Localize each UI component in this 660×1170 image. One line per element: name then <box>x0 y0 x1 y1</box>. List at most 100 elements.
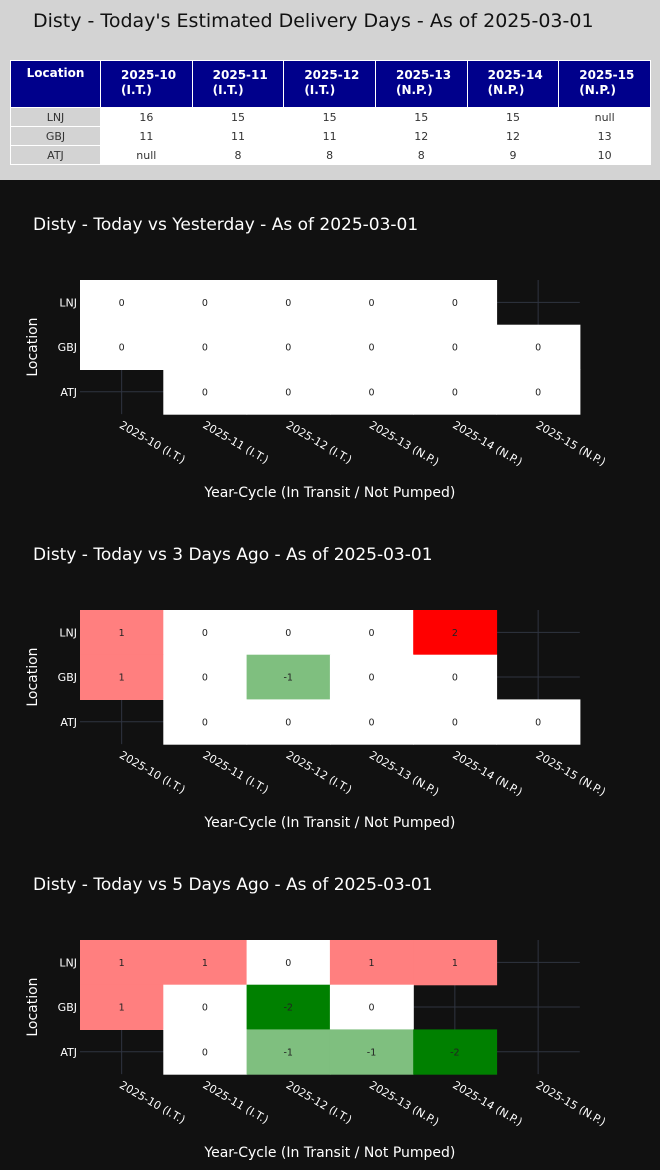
heatmap-cell <box>80 610 164 656</box>
table-cell: 8 <box>191 145 285 165</box>
cell-value-label: 0 <box>202 673 208 684</box>
heatmap-cell <box>246 984 331 1030</box>
column-header: 2025-15 (N.P.) <box>558 60 651 108</box>
table-row: ATJ null 8 8 8 9 10 <box>10 145 651 165</box>
x-tick-label: 2025-15 (N.P.) <box>534 748 608 798</box>
heatmap-cell <box>163 654 248 700</box>
x-tick-label: 2025-12 (I.T.) <box>284 418 354 466</box>
table-cell: 8 <box>283 145 376 165</box>
heatmap-cell <box>163 324 248 370</box>
chart-title: Disty - Today vs 3 Days Ago - As of 2025… <box>33 545 433 565</box>
x-tick-label: 2025-10 (I.T.) <box>117 418 187 466</box>
heatmap-cell <box>163 369 248 415</box>
heatmap-cell <box>496 699 581 745</box>
table-cell: 16 <box>100 107 193 127</box>
y-tick-label: GBJ <box>58 671 77 684</box>
heatmap-today-vs-3-days-ago: Disty - Today vs 3 Days Ago - As of 2025… <box>25 545 608 831</box>
column-header: 2025-14 (N.P.) <box>466 60 560 108</box>
y-tick-label: GBJ <box>58 341 77 354</box>
heatmap-cell <box>163 699 248 745</box>
heatmap-cell <box>413 324 498 370</box>
heatmap-cell <box>163 1029 248 1075</box>
x-tick-label: 2025-11 (I.T.) <box>200 418 270 466</box>
cell-value-label: 0 <box>535 343 541 354</box>
cell-value-label: 0 <box>369 298 375 309</box>
table-cell: 12 <box>374 126 468 146</box>
heatmap-cell <box>329 654 414 700</box>
cell-value-label: 0 <box>369 717 375 728</box>
table-cell: null <box>558 107 651 127</box>
x-tick-label: 2025-13 (N.P.) <box>367 418 441 468</box>
table-cell: 13 <box>558 126 651 146</box>
x-tick-label: 2025-12 (I.T.) <box>284 748 354 796</box>
cell-value-label: 1 <box>202 958 208 969</box>
cell-value-label: 0 <box>369 1003 375 1014</box>
x-tick-label: 2025-12 (I.T.) <box>284 1078 354 1126</box>
row-location: ATJ <box>10 145 101 165</box>
y-tick-label: GBJ <box>58 1001 77 1014</box>
cell-value-label: 0 <box>369 343 375 354</box>
cell-value-label: 1 <box>369 958 375 969</box>
x-tick-label: 2025-15 (N.P.) <box>534 418 608 468</box>
heatmap-cell <box>496 324 581 370</box>
cell-value-label: 0 <box>285 298 291 309</box>
x-axis-title: Year-Cycle (In Transit / Not Pumped) <box>203 1145 455 1161</box>
table-cell: 11 <box>100 126 193 146</box>
heatmap-cell <box>413 654 498 700</box>
table-header-row: Location 2025-10 (I.T.) 2025-11 (I.T.) 202… <box>10 60 651 108</box>
heatmap-cell <box>413 1029 498 1075</box>
y-axis-title: Location <box>25 977 41 1036</box>
summary-title: Disty - Today's Estimated Delivery Days … <box>33 10 594 32</box>
heatmap-cell <box>329 280 414 326</box>
y-tick-label: ATJ <box>60 716 77 729</box>
heatmap-cell <box>163 610 248 656</box>
cell-value-label: 0 <box>285 717 291 728</box>
y-tick-label: LNJ <box>59 626 77 639</box>
heatmap-cell <box>246 699 331 745</box>
x-tick-label: 2025-13 (N.P.) <box>367 1078 441 1128</box>
table-cell: 11 <box>191 126 285 146</box>
cell-value-label: 2 <box>452 628 458 639</box>
cell-value-label: 0 <box>452 387 458 398</box>
x-tick-label: 2025-14 (N.P.) <box>450 748 524 798</box>
delivery-days-table: Location 2025-10 (I.T.) 2025-11 (I.T.) 202… <box>10 60 651 165</box>
heatmap-cell <box>413 369 498 415</box>
row-location: LNJ <box>10 107 101 127</box>
heatmap-cell <box>246 610 331 656</box>
row-location: GBJ <box>10 126 101 146</box>
cell-value-label: 1 <box>119 958 125 969</box>
heatmap-cell <box>413 610 498 656</box>
chart-title: Disty - Today vs Yesterday - As of 2025-… <box>33 215 418 235</box>
heatmap-cell <box>413 699 498 745</box>
x-tick-label: 2025-13 (N.P.) <box>367 748 441 798</box>
heatmap-today-vs-yesterday: Disty - Today vs Yesterday - As of 2025-… <box>25 215 608 501</box>
cell-value-label: -1 <box>284 673 293 684</box>
x-axis-title: Year-Cycle (In Transit / Not Pumped) <box>203 485 455 501</box>
chart-title: Disty - Today vs 5 Days Ago - As of 2025… <box>33 875 433 895</box>
heatmap-cell <box>246 654 331 700</box>
table-cell: 11 <box>283 126 376 146</box>
heatmap-cell <box>329 984 414 1030</box>
cell-value-label: 1 <box>119 1003 125 1014</box>
heatmap-cell <box>246 280 331 326</box>
x-tick-label: 2025-10 (I.T.) <box>117 1078 187 1126</box>
cell-value-label: 1 <box>119 628 125 639</box>
cell-value-label: 0 <box>202 1003 208 1014</box>
heatmap-cell <box>329 324 414 370</box>
table-cell: 9 <box>466 145 560 165</box>
x-tick-label: 2025-15 (N.P.) <box>534 1078 608 1128</box>
heatmap-cell <box>246 1029 331 1075</box>
cell-value-label: 0 <box>285 387 291 398</box>
x-tick-label: 2025-14 (N.P.) <box>450 1078 524 1128</box>
cell-value-label: 0 <box>452 673 458 684</box>
x-tick-label: 2025-11 (I.T.) <box>200 1078 270 1126</box>
cell-value-label: 0 <box>452 343 458 354</box>
cell-value-label: 0 <box>202 717 208 728</box>
heatmap-cell <box>413 280 498 326</box>
heatmap-cell <box>246 369 331 415</box>
heatmap-cell <box>329 699 414 745</box>
cell-value-label: 0 <box>119 343 125 354</box>
cell-value-label: 0 <box>119 298 125 309</box>
cell-value-label: 0 <box>202 628 208 639</box>
heatmap-cell <box>163 940 248 986</box>
